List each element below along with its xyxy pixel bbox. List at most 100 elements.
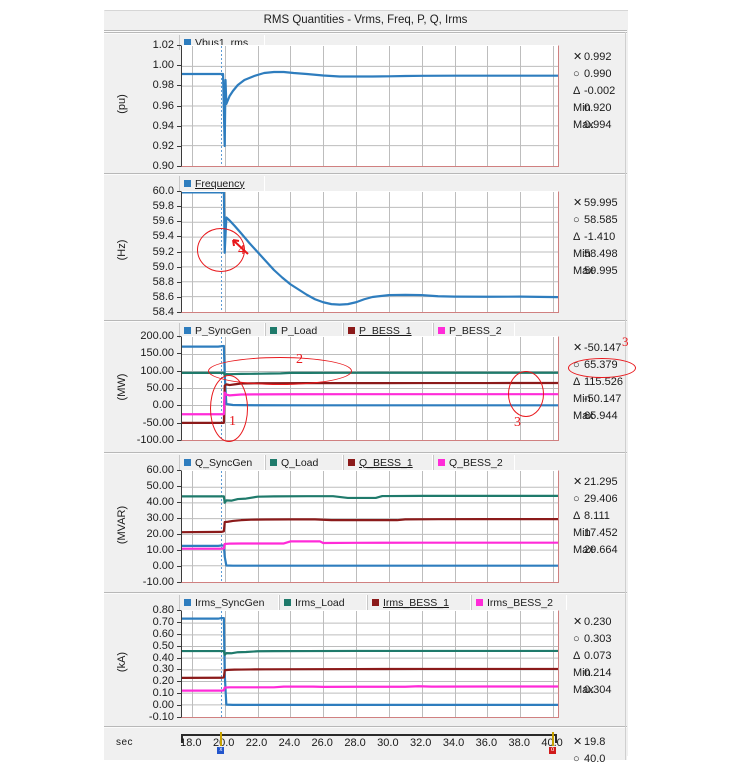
readout-value: 0.304 bbox=[584, 684, 612, 696]
readout-symbol: Δ bbox=[573, 85, 581, 97]
y-tick-mark bbox=[177, 681, 181, 682]
readout-value: -1.410 bbox=[584, 231, 616, 243]
readout-value: 0.214 bbox=[584, 667, 612, 679]
time-readout: ✕ 19.8 ○ 40.0 bbox=[573, 734, 605, 768]
graph-panel-q[interactable]: Q_SyncGen Q_Load Q_BESS_1 Q_BESS_2 60.00 50.0… bbox=[104, 452, 627, 592]
y-axis-unit-vrms: (pu) bbox=[116, 94, 128, 114]
y-tick-mark bbox=[177, 85, 181, 86]
y-tick-label: 0.10 bbox=[152, 687, 174, 700]
legend-item-p-syncgen[interactable]: P_SyncGen bbox=[179, 323, 265, 338]
plot-area-q[interactable] bbox=[181, 470, 559, 583]
legend-item-p-bess-1[interactable]: P_BESS_1 bbox=[343, 323, 433, 338]
legend-item-q-syncgen[interactable]: Q_SyncGen bbox=[179, 455, 265, 470]
y-tick-label: 58.6 bbox=[152, 290, 174, 303]
legend-item-q-bess-2[interactable]: Q_BESS_2 bbox=[433, 455, 515, 470]
time-tick-label: 38.0 bbox=[508, 737, 530, 749]
readout-irms: ✕ 0.230 ○ 0.303 Δ 0.073 Min0.214 Max0.304 bbox=[573, 614, 612, 699]
y-tick-mark bbox=[177, 705, 181, 706]
legend-item-q-bess-1[interactable]: Q_BESS_1 bbox=[343, 455, 433, 470]
readout-divider bbox=[625, 592, 626, 726]
y-tick-label: 40.00 bbox=[146, 496, 174, 508]
legend-item-q-load[interactable]: Q_Load bbox=[265, 455, 343, 470]
readout-line: ○ 0.990 bbox=[573, 66, 615, 83]
readout-value: -0.002 bbox=[584, 85, 616, 97]
readout-value: 40.0 bbox=[584, 753, 606, 765]
graph-panel-irms[interactable]: Irms_SyncGen Irms_Load Irms_BESS_1 Irms_BES… bbox=[104, 592, 627, 726]
readout-line: ○ 40.0 bbox=[573, 751, 605, 768]
panel-divider-highlight bbox=[104, 174, 627, 175]
y-tick-mark bbox=[177, 646, 181, 647]
plot-area-irms[interactable] bbox=[181, 610, 559, 718]
readout-line: Max0.304 bbox=[573, 682, 612, 699]
plot-area-vrms[interactable] bbox=[181, 45, 559, 167]
legend-item-irms-load[interactable]: Irms_Load bbox=[279, 595, 367, 610]
y-tick-label: 50.00 bbox=[146, 480, 174, 492]
time-tick-label: 36.0 bbox=[475, 737, 498, 749]
readout-symbol: Δ bbox=[573, 650, 581, 662]
readout-symbol: Min bbox=[573, 102, 591, 114]
legend-label: P_BESS_2 bbox=[449, 324, 502, 337]
legend-label: Q_BESS_2 bbox=[449, 456, 503, 469]
legend-label: P_SyncGen bbox=[195, 324, 252, 337]
legend-item-frequency[interactable]: Frequency bbox=[179, 176, 265, 191]
graph-panel-freq[interactable]: Frequency 60.0 59.8 59.6 59.4 59.2 59.0 58.8 58.… bbox=[104, 173, 627, 320]
legend-item-irms-bess-2[interactable]: Irms_BESS_2 bbox=[471, 595, 567, 610]
y-tick-mark bbox=[177, 282, 181, 283]
readout-line: ✕ -50.147 bbox=[573, 340, 623, 357]
readout-value: 0.920 bbox=[584, 102, 612, 114]
legend-irms: Irms_SyncGen Irms_Load Irms_BESS_1 Irms_BES… bbox=[179, 595, 567, 610]
y-axis-unit-q: (MVAR) bbox=[116, 505, 128, 544]
y-tick-label: 0.50 bbox=[152, 639, 174, 652]
readout-line: Max0.994 bbox=[573, 117, 615, 134]
y-tick-mark bbox=[177, 221, 181, 222]
y-tick-label: 0.90 bbox=[152, 160, 174, 172]
legend-swatch-icon bbox=[476, 599, 483, 606]
cursor-o-line[interactable] bbox=[552, 732, 555, 746]
legend-swatch-icon bbox=[270, 327, 277, 334]
readout-value: 0.990 bbox=[584, 68, 612, 80]
readout-value: 19.8 bbox=[584, 736, 606, 748]
graph-panel-vrms[interactable]: Vbus1_rms 1.02 1.00 0.98 0.96 0.94 0.92 0.90 (pu… bbox=[104, 32, 627, 173]
time-range-start-handle[interactable] bbox=[181, 734, 183, 743]
readout-symbol: Min bbox=[573, 527, 591, 539]
readout-value: 58.498 bbox=[584, 248, 618, 260]
time-tick-label: 22.0 bbox=[245, 737, 268, 749]
readout-value: 0.073 bbox=[584, 650, 612, 662]
y-tick-label: 58.4 bbox=[152, 306, 174, 318]
legend-label: Irms_Load bbox=[295, 596, 345, 609]
y-tick-mark bbox=[177, 486, 181, 487]
cursor-o-marker-icon[interactable]: o bbox=[549, 747, 557, 754]
annotation-arrow-icon bbox=[232, 239, 249, 255]
legend-q: Q_SyncGen Q_Load Q_BESS_1 Q_BESS_2 bbox=[179, 455, 515, 470]
annotation-label-2: 2 bbox=[296, 352, 303, 367]
readout-line: ✕ 0.230 bbox=[573, 614, 612, 631]
cursor-x-line[interactable] bbox=[220, 732, 223, 746]
readout-value: 59.995 bbox=[584, 197, 618, 209]
readout-symbol: ✕ bbox=[573, 197, 583, 209]
readout-line: ○ 0.303 bbox=[573, 631, 612, 648]
legend-item-p-bess-2[interactable]: P_BESS_2 bbox=[433, 323, 515, 338]
readout-divider bbox=[625, 726, 626, 760]
y-tick-mark bbox=[177, 622, 181, 623]
time-range-end-handle[interactable] bbox=[555, 734, 557, 743]
legend-item-irms-bess-1[interactable]: Irms_BESS_1 bbox=[367, 595, 471, 610]
y-tick-mark bbox=[177, 717, 181, 718]
legend-swatch-icon bbox=[184, 459, 191, 466]
time-scrollbar-track[interactable] bbox=[181, 734, 557, 736]
y-tick-label: 0.40 bbox=[152, 651, 174, 664]
legend-item-irms-syncgen[interactable]: Irms_SyncGen bbox=[179, 595, 279, 610]
legend-item-p-load[interactable]: P_Load bbox=[265, 323, 343, 338]
graph-panel-p[interactable]: P_SyncGen P_Load P_BESS_1 P_BESS_2 200.00 150… bbox=[104, 320, 627, 452]
y-tick-label: 150.00 bbox=[140, 347, 174, 360]
annotation-ellipse-3 bbox=[508, 371, 544, 417]
y-tick-mark bbox=[177, 336, 181, 337]
panel-divider bbox=[104, 452, 627, 453]
y-tick-label: 0.92 bbox=[152, 139, 174, 152]
y-tick-mark bbox=[177, 610, 181, 611]
cursor-x-marker-icon[interactable]: x bbox=[217, 747, 225, 754]
y-tick-mark bbox=[177, 405, 181, 406]
panel-divider bbox=[104, 173, 627, 174]
legend-label: Q_Load bbox=[281, 456, 319, 469]
y-tick-mark bbox=[177, 423, 181, 424]
readout-line: Min0.214 bbox=[573, 665, 612, 682]
